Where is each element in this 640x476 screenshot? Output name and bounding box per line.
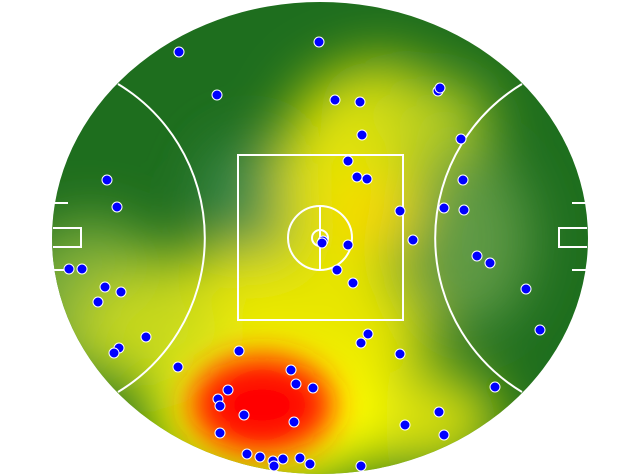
marker-layer <box>63 36 546 472</box>
event-marker <box>307 382 319 394</box>
event-marker <box>534 324 546 336</box>
event-marker <box>438 429 450 441</box>
event-marker <box>140 331 152 343</box>
event-marker <box>361 173 373 185</box>
event-marker <box>214 400 226 412</box>
event-marker <box>304 458 316 470</box>
event-marker <box>111 201 123 213</box>
event-marker <box>285 364 297 376</box>
event-marker <box>354 96 366 108</box>
event-marker <box>108 347 120 359</box>
event-marker <box>173 46 185 58</box>
event-marker <box>394 205 406 217</box>
event-marker <box>172 361 184 373</box>
event-marker <box>455 133 467 145</box>
event-marker <box>342 155 354 167</box>
event-marker <box>214 427 226 439</box>
event-marker <box>233 345 245 357</box>
left-50m-arc <box>117 83 206 393</box>
event-marker <box>241 448 253 460</box>
event-marker <box>313 36 325 48</box>
event-marker <box>489 381 501 393</box>
event-marker <box>471 250 483 262</box>
event-marker <box>115 286 127 298</box>
event-marker <box>63 263 75 275</box>
event-marker <box>254 451 266 463</box>
event-marker <box>433 406 445 418</box>
event-marker <box>294 452 306 464</box>
event-marker <box>434 82 446 94</box>
event-marker <box>222 384 234 396</box>
centre-square <box>237 154 404 321</box>
event-marker <box>362 328 374 340</box>
event-marker <box>355 460 367 472</box>
event-marker <box>438 202 450 214</box>
event-marker <box>520 283 532 295</box>
event-marker <box>329 94 341 106</box>
event-marker <box>101 174 113 186</box>
event-marker <box>99 281 111 293</box>
event-marker <box>92 296 104 308</box>
event-marker <box>277 453 289 465</box>
event-marker <box>331 264 343 276</box>
event-marker <box>268 460 280 472</box>
event-marker <box>290 378 302 390</box>
event-marker <box>399 419 411 431</box>
event-marker <box>356 129 368 141</box>
left-goal-square <box>53 227 82 248</box>
right-50m-arc <box>434 83 523 393</box>
event-marker <box>347 277 359 289</box>
event-marker <box>288 416 300 428</box>
event-marker <box>355 337 367 349</box>
event-marker <box>211 89 223 101</box>
event-marker <box>394 348 406 360</box>
event-marker <box>351 171 363 183</box>
event-marker <box>484 257 496 269</box>
right-goal-square <box>558 227 587 248</box>
event-marker <box>458 204 470 216</box>
field-markings <box>53 83 587 393</box>
event-marker <box>342 239 354 251</box>
event-marker <box>407 234 419 246</box>
event-marker <box>457 174 469 186</box>
event-marker <box>316 237 328 249</box>
event-marker <box>238 409 250 421</box>
event-marker <box>76 263 88 275</box>
